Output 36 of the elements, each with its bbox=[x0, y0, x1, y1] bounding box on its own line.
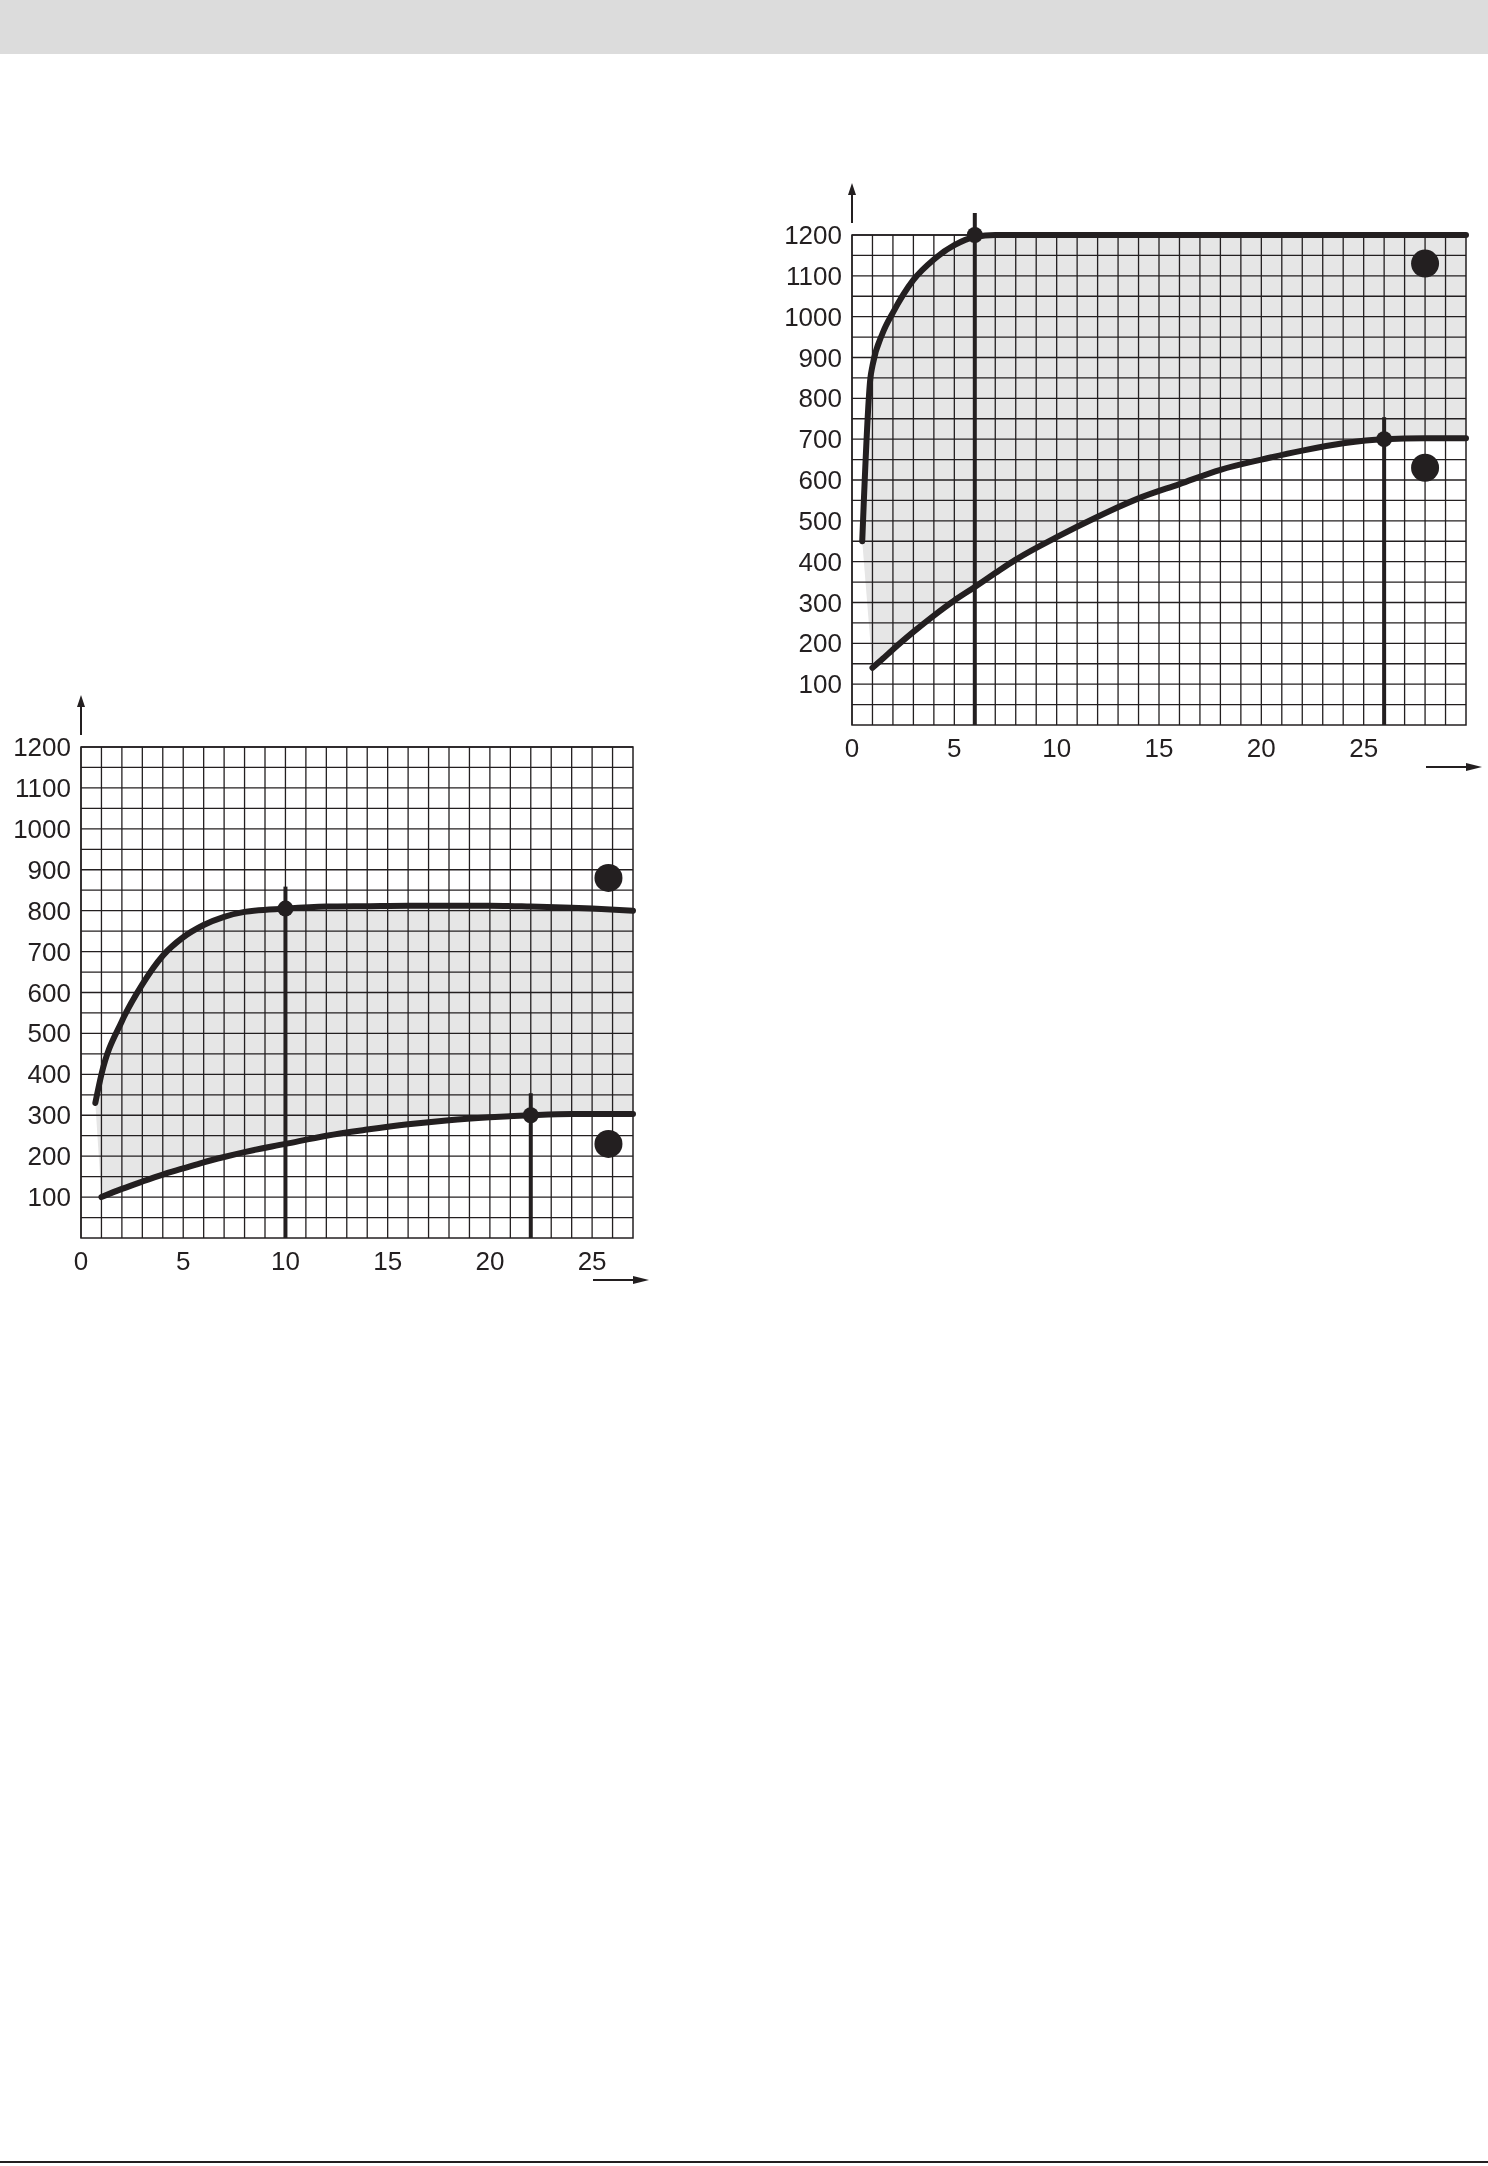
x-tick-label: 0 bbox=[73, 1246, 89, 1276]
x-tick-label: 15 bbox=[1144, 733, 1174, 763]
y-tick-label: 1200 bbox=[784, 220, 842, 250]
y-tick-label: 800 bbox=[27, 895, 71, 926]
x-tick-label: 10 bbox=[270, 1246, 300, 1276]
y-tick-label: 700 bbox=[798, 424, 842, 455]
x-tick-label: 25 bbox=[577, 1246, 607, 1276]
y-tick-label: 100 bbox=[798, 669, 842, 700]
x-tick-label: 15 bbox=[373, 1246, 403, 1276]
x-tick-label: 25 bbox=[1349, 733, 1379, 763]
y-tick-label: 300 bbox=[27, 1100, 71, 1131]
y-tick-label: 900 bbox=[27, 854, 71, 885]
x-tick-label: 5 bbox=[175, 1246, 191, 1276]
y-tick-label: 1200 bbox=[13, 732, 71, 762]
y-tick-label: 600 bbox=[798, 465, 842, 495]
x-tick-label: 20 bbox=[475, 1246, 505, 1276]
y-tick-label: 700 bbox=[27, 936, 71, 967]
y-tick-label: 1100 bbox=[15, 772, 71, 803]
x-tick-label: 5 bbox=[947, 733, 962, 763]
x-tick-label: 20 bbox=[1246, 733, 1276, 763]
y-tick-label: 1000 bbox=[784, 301, 842, 332]
y-tick-label: 200 bbox=[798, 628, 842, 659]
y-tick-label: 600 bbox=[27, 977, 71, 1008]
y-tick-label: 400 bbox=[798, 546, 842, 577]
y-tick-label: 1000 bbox=[13, 813, 71, 844]
y-tick-label: 300 bbox=[798, 587, 842, 618]
y-tick-label: 400 bbox=[27, 1059, 71, 1090]
y-tick-label: 800 bbox=[798, 383, 842, 414]
x-tick-label: 10 bbox=[1042, 733, 1072, 763]
x-tick-label: 0 bbox=[844, 733, 860, 763]
y-tick-label: 200 bbox=[27, 1141, 71, 1172]
y-tick-label: 100 bbox=[27, 1182, 71, 1213]
y-tick-label: 500 bbox=[798, 505, 842, 536]
y-tick-label: 900 bbox=[798, 342, 842, 373]
y-tick-label: 500 bbox=[27, 1018, 71, 1049]
y-tick-label: 1100 bbox=[786, 260, 842, 291]
